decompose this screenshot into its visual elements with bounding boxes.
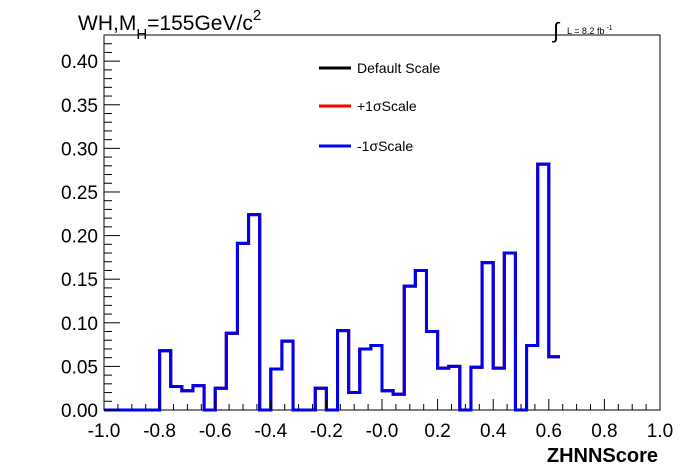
y-tick-label: 0.15 bbox=[61, 270, 98, 291]
legend-label-2: +1σScale bbox=[357, 98, 417, 114]
x-tick-label: -0.2 bbox=[310, 421, 343, 442]
title-subscript: H bbox=[136, 26, 147, 43]
x-tick-label: 0.8 bbox=[591, 421, 617, 442]
x-tick-label: 0.4 bbox=[480, 421, 507, 442]
series-line-3 bbox=[104, 162, 560, 412]
x-tick-label: -0.6 bbox=[199, 421, 232, 442]
x-tick-label: -0.4 bbox=[254, 421, 287, 442]
lumi-superscript: -1 bbox=[606, 25, 612, 32]
title-main: WH,M bbox=[78, 12, 136, 35]
legend: Default Scale +1σScale -1σScale bbox=[319, 60, 440, 154]
axes-group: -1.0 -0.8 -0.6 -0.4 -0.2 -0.0 0.2 0.4 0.6 0.8 1.0 0… bbox=[61, 43, 673, 442]
series-line-1 bbox=[104, 162, 560, 412]
x-axis-label: ZHNNScore bbox=[547, 445, 658, 467]
y-tick-label: 0.35 bbox=[61, 96, 98, 117]
x-tick-label: -0.8 bbox=[143, 421, 176, 442]
y-tick-label: 0.40 bbox=[61, 52, 98, 73]
legend-label-1: Default Scale bbox=[357, 60, 440, 76]
chart-title: WH,MH=155GeV/c2 bbox=[78, 7, 261, 43]
y-tick-label: 0.30 bbox=[61, 139, 98, 160]
title-rest: =155GeV/c bbox=[147, 12, 253, 35]
lumi-integral: ∫ bbox=[551, 18, 561, 43]
y-tick-label: 0.05 bbox=[61, 357, 98, 378]
x-tick-label: 0.6 bbox=[536, 421, 562, 442]
series-group bbox=[104, 162, 560, 412]
y-tick-label: 0.10 bbox=[61, 314, 98, 335]
legend-label-3: -1σScale bbox=[357, 138, 413, 154]
lumi-text: L = 8.2 fb bbox=[567, 26, 604, 36]
y-tick-label: 0.00 bbox=[61, 401, 98, 422]
x-tick-label: -1.0 bbox=[88, 421, 121, 442]
x-tick-label: 0.2 bbox=[424, 421, 450, 442]
x-tick-label: 1.0 bbox=[647, 421, 673, 442]
y-tick-label: 0.20 bbox=[61, 227, 98, 248]
series-line-2 bbox=[104, 162, 560, 412]
x-tick-label: -0.0 bbox=[366, 421, 399, 442]
lumi-label: L = 8.2 fb -1 bbox=[567, 25, 613, 36]
y-tick-label: 0.25 bbox=[61, 183, 98, 204]
title-superscript: 2 bbox=[253, 7, 261, 24]
